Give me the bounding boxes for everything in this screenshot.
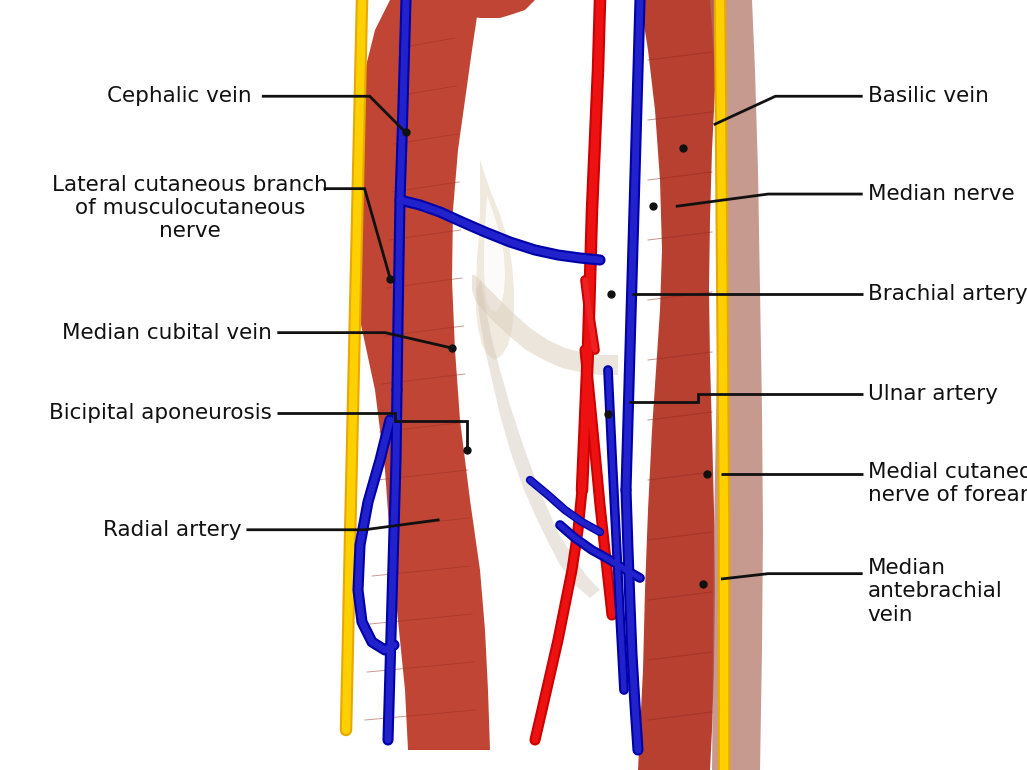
Polygon shape (638, 0, 720, 770)
Text: Ulnar artery: Ulnar artery (868, 384, 997, 404)
Polygon shape (476, 280, 600, 598)
Text: Radial artery: Radial artery (103, 520, 241, 540)
Polygon shape (352, 0, 490, 750)
Text: Medial cutaneous
nerve of forearm: Medial cutaneous nerve of forearm (868, 462, 1027, 505)
Text: Bicipital aponeurosis: Bicipital aponeurosis (49, 403, 272, 424)
Text: Median
antebrachial
vein: Median antebrachial vein (868, 558, 1002, 624)
Polygon shape (476, 160, 514, 360)
Text: Basilic vein: Basilic vein (868, 86, 989, 106)
Text: Lateral cutaneous branch
of musculocutaneous
nerve: Lateral cutaneous branch of musculocutan… (52, 175, 328, 241)
Text: Median cubital vein: Median cubital vein (63, 323, 272, 343)
Polygon shape (430, 0, 535, 18)
Polygon shape (472, 275, 618, 375)
Text: Median nerve: Median nerve (868, 184, 1015, 204)
Polygon shape (710, 0, 763, 770)
Text: Cephalic vein: Cephalic vein (107, 86, 252, 106)
Polygon shape (484, 195, 505, 312)
Text: Brachial artery: Brachial artery (868, 284, 1027, 304)
